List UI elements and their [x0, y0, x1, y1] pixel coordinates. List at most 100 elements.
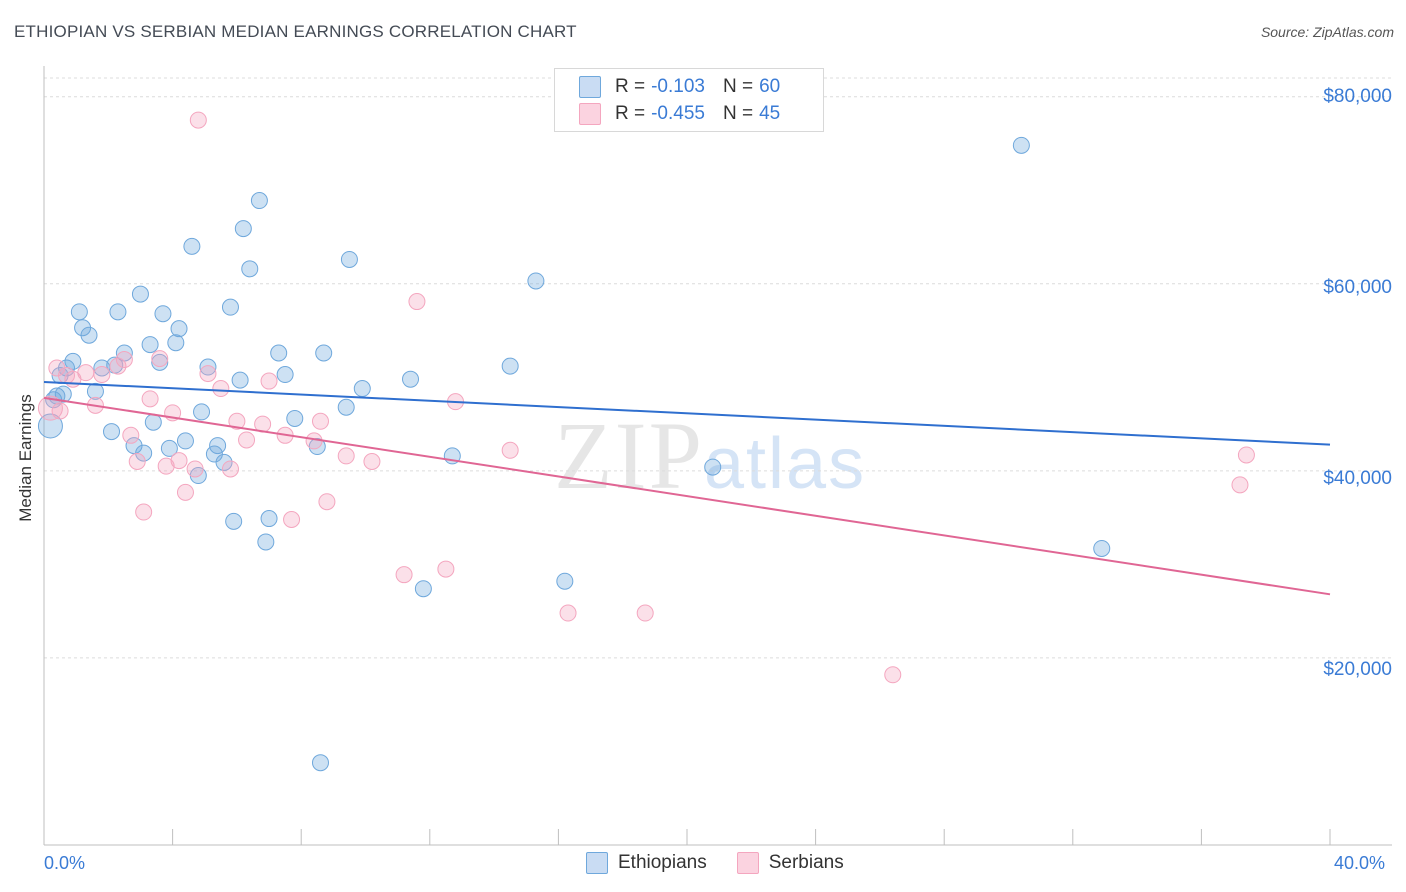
serbian-point: [77, 364, 95, 382]
ethiopian-point: [556, 572, 574, 590]
x-tick-label-min: 0.0%: [44, 853, 86, 873]
y-tick-label-60000: $60,000: [1323, 277, 1392, 298]
ethiopian-point: [231, 371, 249, 389]
ethiopians-legend-label: Ethiopians: [618, 852, 707, 873]
y-tick-label-80000: $80,000: [1323, 86, 1392, 107]
ethiopian-point: [37, 413, 63, 439]
ethiopian-point: [144, 413, 162, 431]
n-label: N =: [722, 103, 754, 124]
serbian-point: [141, 390, 159, 408]
ethiopian-point: [353, 380, 371, 398]
ethiopian-point: [270, 344, 288, 362]
ethiopians-legend-swatch: [586, 852, 608, 874]
legend-row-serbians: R = -0.455 N = 45: [579, 102, 780, 126]
serbians-swatch: [579, 103, 601, 125]
serbian-point: [636, 604, 654, 622]
ethiopian-point: [151, 353, 169, 371]
ethiopian-point: [1012, 136, 1030, 154]
watermark-atlas: atlas: [704, 424, 867, 504]
ethiopian-point: [315, 344, 333, 362]
ethiopian-point: [414, 580, 432, 598]
ethiopian-point: [193, 403, 211, 421]
y-axis-label: Median Earnings: [16, 394, 35, 522]
serbian-point: [363, 453, 381, 470]
serbian-point: [408, 293, 426, 311]
ethiopian-point: [340, 250, 358, 268]
r-value: -0.103: [651, 76, 705, 97]
serbian-point: [135, 503, 153, 521]
serbian-point: [318, 493, 336, 511]
serbian-point: [260, 372, 278, 390]
serbian-point: [884, 666, 902, 684]
ethiopian-point: [234, 220, 252, 238]
ethiopian-point: [260, 510, 278, 528]
serbian-point: [283, 510, 301, 528]
serbian-trend-line: [43, 396, 1331, 596]
watermark: ZIPatlas: [554, 400, 866, 511]
n-label: N =: [722, 76, 754, 97]
serbian-point: [170, 452, 188, 470]
series-legend: Ethiopians Serbians: [586, 852, 874, 874]
ethiopian-point: [225, 512, 243, 530]
serbian-point: [189, 111, 207, 129]
ethiopian-point: [199, 358, 217, 376]
ethiopian-point: [167, 334, 185, 352]
ethiopian-point: [501, 357, 519, 375]
serbian-point: [176, 483, 194, 501]
serbian-point: [1237, 446, 1255, 464]
serbian-point: [212, 380, 230, 398]
ethiopian-point: [70, 303, 88, 321]
serbian-point: [311, 412, 329, 430]
chart-title: ETHIOPIAN VS SERBIAN MEDIAN EARNINGS COR…: [14, 22, 577, 41]
ethiopian-point: [337, 398, 355, 416]
n-value: 45: [759, 103, 781, 124]
serbian-point: [437, 560, 455, 578]
serbian-point: [221, 460, 239, 478]
serbian-point: [199, 365, 217, 383]
legend-item-serbians[interactable]: Serbians: [736, 852, 844, 874]
ethiopian-point: [154, 305, 172, 323]
x-tick-label-max: 40.0%: [1334, 853, 1386, 873]
ethiopian-point: [250, 192, 268, 210]
ethiopian-point: [704, 458, 722, 476]
serbian-point: [228, 412, 246, 430]
serbian-point: [93, 366, 111, 384]
serbian-point: [501, 441, 519, 459]
ethiopian-point: [109, 303, 127, 321]
serbian-point: [157, 457, 175, 475]
ethiopian-point: [135, 444, 153, 462]
serbians-legend-swatch: [736, 852, 759, 874]
source-label: Source: ZipAtlas.com: [1260, 24, 1394, 40]
serbian-point: [128, 453, 146, 470]
ethiopian-point: [241, 260, 259, 278]
legend-row-ethiopians: R = -0.103 N = 60: [579, 75, 780, 99]
r-value: -0.455: [651, 103, 705, 124]
ethiopian-point: [311, 754, 329, 772]
serbians-legend-label: Serbians: [768, 852, 844, 873]
y-tick-label-40000: $40,000: [1323, 468, 1392, 489]
y-tick-label-20000: $20,000: [1323, 659, 1392, 680]
ethiopian-point: [80, 326, 98, 344]
ethiopian-point: [176, 432, 194, 450]
ethiopian-point: [308, 438, 326, 456]
serbian-point: [51, 402, 69, 420]
ethiopian-point: [527, 272, 545, 290]
ethiopian-point: [64, 352, 82, 370]
watermark-zip: ZIP: [554, 402, 704, 509]
serbian-point: [37, 395, 63, 421]
ethiopian-point: [141, 336, 159, 354]
legend-item-ethiopians[interactable]: Ethiopians: [586, 852, 707, 874]
serbian-point: [115, 351, 133, 369]
ethiopian-point: [257, 533, 275, 551]
ethiopian-point: [183, 237, 201, 255]
serbian-point: [109, 357, 127, 375]
ethiopian-point: [54, 385, 72, 403]
r-label: R =: [615, 103, 646, 124]
serbian-point: [337, 447, 355, 465]
ethiopian-point: [160, 439, 178, 457]
serbian-point: [122, 426, 140, 444]
ethiopians-swatch: [579, 76, 601, 98]
serbian-point: [1231, 476, 1249, 494]
ethiopian-point: [276, 366, 294, 384]
